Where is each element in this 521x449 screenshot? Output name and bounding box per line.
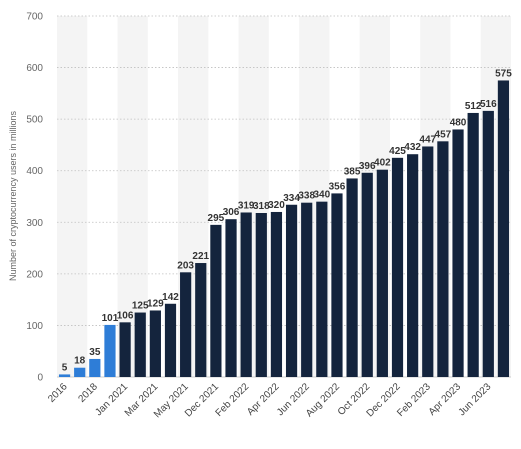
bar[interactable]: [180, 272, 192, 377]
bar[interactable]: [361, 172, 373, 377]
bar[interactable]: [195, 263, 207, 377]
gridlines: [57, 15, 511, 378]
bar[interactable]: [225, 219, 237, 377]
bar[interactable]: [331, 193, 343, 377]
y-tick-label: 600: [26, 63, 43, 74]
bar[interactable]: [376, 169, 388, 377]
data-label: 385: [344, 166, 361, 177]
bar[interactable]: [134, 312, 146, 377]
data-label: 306: [223, 207, 240, 218]
data-label: 425: [389, 146, 406, 157]
background-band: [57, 16, 88, 377]
data-label: 318: [253, 201, 270, 212]
bar[interactable]: [285, 204, 298, 377]
bar[interactable]: [391, 157, 404, 377]
y-axis-ticks: 0 100 200 300 400 500 600 700: [26, 12, 43, 384]
data-label: 320: [268, 200, 285, 211]
data-label: 203: [177, 260, 194, 271]
data-label: 221: [192, 251, 209, 262]
x-tick-label: Jun 2023: [457, 381, 494, 418]
bar[interactable]: [482, 110, 494, 378]
bar[interactable]: [452, 129, 464, 377]
x-tick-label: Feb 2023: [395, 381, 433, 419]
data-label: 295: [208, 213, 225, 224]
bar[interactable]: [89, 358, 101, 377]
bar[interactable]: [58, 374, 71, 377]
y-tick-label: 300: [26, 218, 43, 229]
y-tick-label: 100: [26, 321, 43, 332]
x-tick-label: Aug 2022: [304, 381, 342, 419]
data-label: 447: [419, 134, 436, 145]
bar[interactable]: [407, 154, 419, 377]
x-tick-label: 2016: [46, 381, 70, 405]
bar[interactable]: [119, 322, 131, 377]
bar[interactable]: [316, 201, 328, 377]
data-label: 575: [495, 68, 512, 79]
y-tick-label: 700: [26, 12, 43, 23]
data-label: 319: [238, 200, 255, 211]
bar[interactable]: [149, 310, 161, 377]
data-label: 457: [435, 129, 452, 140]
data-label: 125: [132, 301, 149, 312]
data-label: 516: [480, 99, 497, 110]
data-label: 432: [404, 142, 421, 153]
y-tick-label: 400: [26, 166, 43, 177]
data-label: 396: [359, 161, 376, 172]
data-label: 142: [162, 292, 179, 303]
y-tick-label: 200: [26, 269, 43, 280]
bar[interactable]: [346, 178, 358, 377]
data-label: 356: [329, 181, 346, 192]
data-label: 512: [465, 101, 482, 112]
data-label: 18: [74, 356, 86, 367]
data-label: 334: [283, 193, 300, 204]
data-label: 101: [102, 313, 119, 324]
bar[interactable]: [210, 224, 222, 377]
data-label: 480: [450, 117, 467, 128]
data-label: 35: [89, 347, 101, 358]
bar[interactable]: [497, 80, 510, 377]
data-label: 106: [117, 310, 134, 321]
bar[interactable]: [270, 211, 283, 377]
data-label: 129: [147, 298, 164, 309]
bar[interactable]: [301, 202, 313, 377]
bar[interactable]: [240, 212, 252, 377]
bar[interactable]: [74, 367, 86, 377]
bar[interactable]: [467, 112, 479, 377]
y-tick-label: 500: [26, 115, 43, 126]
data-label: 338: [298, 191, 315, 202]
data-label: 402: [374, 158, 391, 169]
bar[interactable]: [104, 324, 116, 377]
data-label: 340: [313, 190, 330, 201]
y-axis-label: Number of cryptocurrency users in millio…: [8, 110, 18, 281]
x-tick-label: 2018: [76, 381, 100, 405]
bar[interactable]: [255, 213, 267, 377]
bar[interactable]: [164, 303, 177, 377]
data-label: 5: [62, 362, 68, 373]
x-tick-label: Feb 2022: [214, 381, 252, 419]
y-tick-label: 0: [37, 373, 43, 384]
bar[interactable]: [422, 146, 434, 377]
bars-group: [58, 80, 510, 378]
bar[interactable]: [437, 141, 449, 377]
